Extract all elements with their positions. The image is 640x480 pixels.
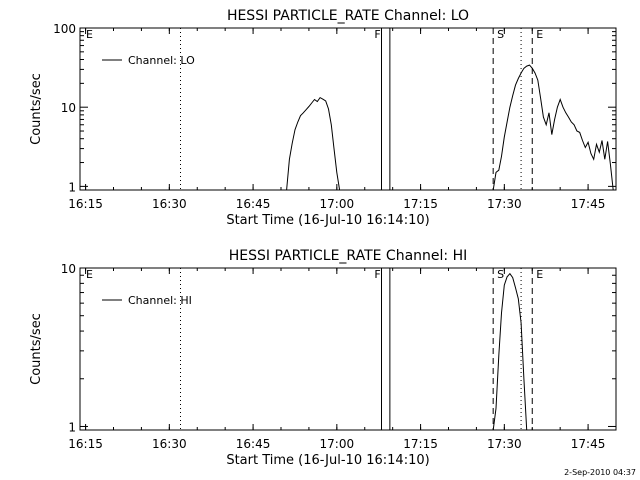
y-axis-label: Counts/sec: [29, 73, 44, 145]
x-tick-label: 16:30: [152, 437, 187, 451]
y-tick-label: 10: [61, 101, 76, 115]
series-line: [492, 272, 528, 431]
series-line: [286, 96, 341, 191]
x-axis-label: Start Time (16-Jul-10 16:14:10): [226, 453, 429, 468]
plot-frame: [79, 27, 617, 191]
x-tick-label: 17:15: [403, 437, 438, 451]
x-tick-label: 17:30: [487, 437, 522, 451]
x-tick-label: 16:45: [236, 437, 271, 451]
event-marker-label: E: [536, 28, 543, 41]
chart-title: HESSI PARTICLE_RATE Channel: LO: [227, 8, 469, 24]
x-tick-label: 17:15: [403, 197, 438, 211]
y-tick-label: 10: [61, 262, 76, 276]
x-tick-label: 16:30: [152, 197, 187, 211]
panel-lo: HESSI PARTICLE_RATE Channel: LO 16:15 16:3…: [29, 8, 617, 228]
event-marker-label: S: [497, 28, 504, 41]
legend-label: Channel: HI: [128, 294, 192, 307]
x-axis-label: Start Time (16-Jul-10 16:14:10): [226, 213, 429, 228]
event-marker-label: E: [536, 268, 543, 281]
event-marker-label: E: [86, 268, 93, 281]
y-tick-label: 1: [68, 420, 76, 434]
plot-frame: [79, 267, 617, 431]
series-line: [492, 64, 614, 191]
x-tick-label: 17:45: [571, 437, 606, 451]
y-tick-label: 100: [53, 22, 76, 36]
x-tick-label: 17:45: [571, 197, 606, 211]
legend-label: Channel: LO: [128, 54, 195, 67]
x-tick-label: 17:00: [320, 197, 355, 211]
event-marker-label: F: [374, 268, 380, 281]
event-marker-label: F: [374, 28, 380, 41]
x-tick-label: 16:15: [68, 197, 103, 211]
y-axis-label: Counts/sec: [29, 313, 44, 385]
event-marker-label: E: [86, 28, 93, 41]
timestamp-label: 2-Sep-2010 04:37: [564, 468, 636, 477]
y-tick-label: 1: [68, 180, 76, 194]
x-tick-label: 16:45: [236, 197, 271, 211]
x-tick-label: 17:00: [320, 437, 355, 451]
chart-title: HESSI PARTICLE_RATE Channel: HI: [229, 248, 467, 264]
event-marker-label: S: [497, 268, 504, 281]
x-tick-label: 17:30: [487, 197, 522, 211]
x-tick-label: 16:15: [68, 437, 103, 451]
panel-hi: HESSI PARTICLE_RATE Channel: HI 16:15 16:3…: [29, 248, 617, 468]
